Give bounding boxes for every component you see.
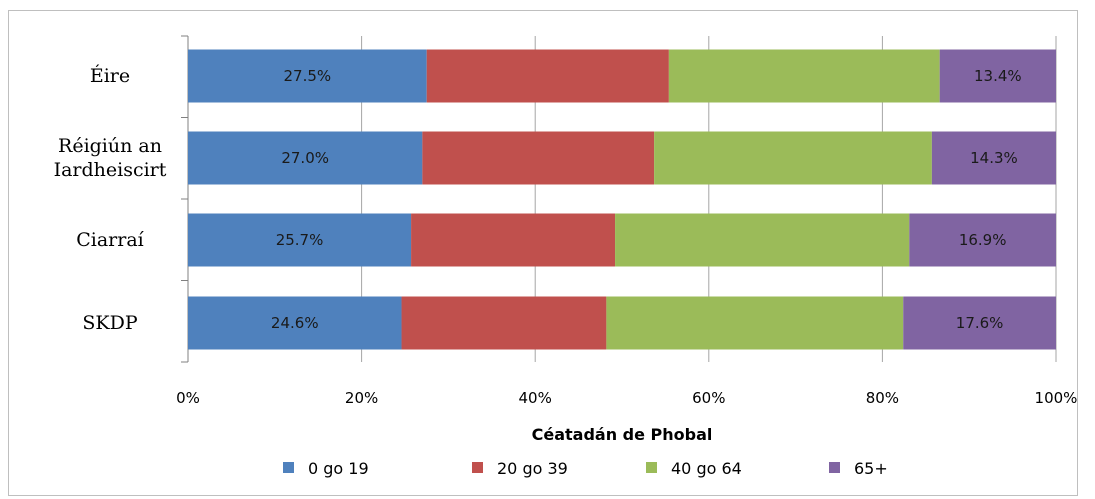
x-tick-label: 40% bbox=[519, 389, 552, 407]
bar-segment-40-go-64-1[interactable] bbox=[654, 131, 932, 185]
category-label: Iardheiscirt bbox=[54, 159, 167, 181]
x-tick-label: 80% bbox=[866, 389, 899, 407]
data-label: 17.6% bbox=[956, 314, 1004, 332]
data-label: 13.4% bbox=[974, 67, 1022, 85]
bar-segment-0-go-19-2[interactable] bbox=[188, 213, 412, 267]
bar-segment-65+-0[interactable] bbox=[939, 49, 1056, 103]
bar-segment-40-go-64-2[interactable] bbox=[615, 213, 910, 267]
data-label: 27.5% bbox=[284, 67, 332, 85]
bar-segment-0-go-19-0[interactable] bbox=[188, 49, 427, 103]
x-tick-label: 0% bbox=[176, 389, 200, 407]
category-label: Éire bbox=[90, 64, 130, 87]
legend-swatch bbox=[283, 462, 294, 473]
bar-segment-0-go-19-3[interactable] bbox=[188, 296, 402, 350]
legend-label[interactable]: 40 go 64 bbox=[671, 459, 742, 478]
bar-segment-40-go-64-3[interactable] bbox=[606, 296, 904, 350]
bar-segment-65+-1[interactable] bbox=[931, 131, 1056, 185]
x-tick-label: 100% bbox=[1035, 389, 1078, 407]
category-label: SKDP bbox=[82, 312, 137, 334]
x-tick-label: 20% bbox=[345, 389, 378, 407]
bar-segment-40-go-64-0[interactable] bbox=[668, 49, 940, 103]
bar-segment-65+-2[interactable] bbox=[909, 213, 1056, 267]
data-label: 27.0% bbox=[281, 149, 329, 167]
legend-swatch bbox=[472, 462, 483, 473]
category-label: Réigiún an bbox=[58, 135, 162, 157]
legend-label[interactable]: 20 go 39 bbox=[497, 459, 568, 478]
legend-label[interactable]: 65+ bbox=[854, 459, 888, 478]
bar-segment-65+-3[interactable] bbox=[903, 296, 1056, 350]
bar-segment-20-go-39-0[interactable] bbox=[426, 49, 669, 103]
data-label: 14.3% bbox=[970, 149, 1018, 167]
data-label: 25.7% bbox=[276, 231, 324, 249]
x-tick-label: 60% bbox=[692, 389, 725, 407]
bar-segment-20-go-39-3[interactable] bbox=[401, 296, 607, 350]
data-label: 16.9% bbox=[959, 231, 1007, 249]
legend-swatch bbox=[646, 462, 657, 473]
legend-swatch bbox=[829, 462, 840, 473]
bar-segment-20-go-39-2[interactable] bbox=[411, 213, 616, 267]
data-label: 24.6% bbox=[271, 314, 319, 332]
category-label: Ciarraí bbox=[76, 229, 144, 251]
x-axis-title: Céatadán de Phobal bbox=[532, 425, 713, 444]
legend-label[interactable]: 0 go 19 bbox=[308, 459, 369, 478]
bar-segment-20-go-39-1[interactable] bbox=[422, 131, 655, 185]
bar-segment-0-go-19-1[interactable] bbox=[188, 131, 423, 185]
